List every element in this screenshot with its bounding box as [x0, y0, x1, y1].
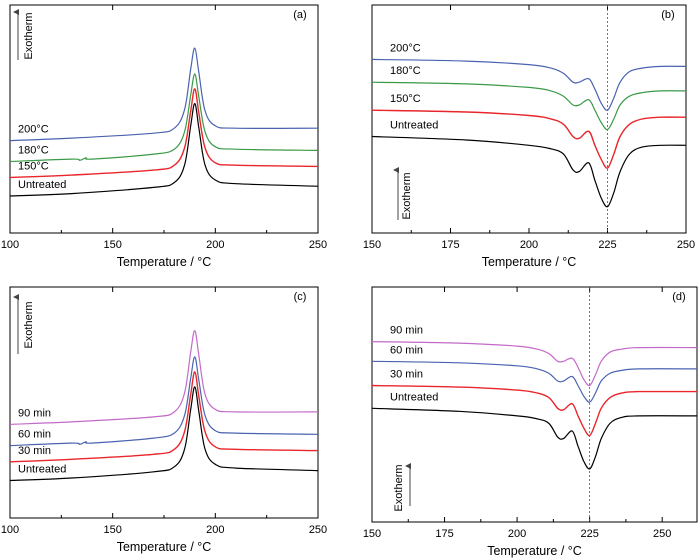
chart-panel-3: 100 150 200 250 Temperature / °C (c) Exotherm U…	[1, 286, 327, 554]
x-tick-label: 150	[103, 239, 121, 251]
series-line-2	[9, 88, 319, 179]
x-axis-label: Temperature / °C	[117, 540, 212, 554]
series-label: Untreated	[18, 179, 66, 191]
series-line-4	[371, 58, 687, 111]
x-tick-label: 200	[206, 524, 224, 536]
series-label: 180°C	[18, 145, 49, 157]
series-label: 200°C	[390, 42, 421, 54]
series-label: Untreated	[18, 464, 66, 476]
series-line-3	[9, 356, 319, 447]
plot-frame	[9, 286, 319, 519]
series-label: 90 min	[18, 407, 51, 419]
x-tick-label: 225	[598, 239, 616, 251]
series-line-4	[9, 47, 319, 142]
series-line-2	[371, 384, 698, 437]
y-axis-label: Exotherm	[393, 464, 405, 511]
chart-panel-1: 100 150 200 250 Temperature / °C (a) Exotherm U…	[1, 4, 327, 269]
x-tick-label: 100	[1, 239, 19, 251]
chart-panel-2: 150 175 200 225 250 Temperature / °C (b) Exothe…	[363, 4, 695, 269]
panel-label: (d)	[672, 291, 685, 303]
series-line-3	[9, 73, 319, 163]
x-tick-label: 250	[677, 239, 695, 251]
x-tick-label: 250	[309, 524, 327, 536]
y-axis-label: Exotherm	[401, 172, 413, 219]
series-line-1	[371, 407, 698, 470]
x-axis-label: Temperature / °C	[487, 544, 582, 558]
x-tick-label: 250	[309, 239, 327, 251]
x-tick-label: 100	[1, 524, 19, 536]
series-label: 150°C	[18, 161, 49, 173]
y-axis-label: Exotherm	[23, 301, 35, 348]
plot-frame	[9, 4, 319, 234]
x-tick-label: 225	[580, 528, 598, 540]
series-label: Untreated	[390, 391, 438, 403]
series-label: Untreated	[390, 120, 438, 132]
series-line-2	[371, 109, 687, 169]
series-line-3	[371, 360, 698, 403]
series-line-2	[9, 371, 319, 463]
x-tick-label: 200	[520, 239, 538, 251]
series-label: 30 min	[390, 369, 423, 381]
plot-frame	[371, 286, 698, 523]
x-tick-label: 200	[508, 528, 526, 540]
series-line-1	[371, 135, 687, 208]
x-axis-label: Temperature / °C	[482, 255, 577, 269]
series-line-4	[371, 341, 698, 387]
panel-label: (c)	[294, 291, 307, 303]
series-line-1	[9, 386, 319, 482]
x-tick-label: 150	[363, 239, 381, 251]
x-tick-label: 175	[441, 239, 459, 251]
series-line-4	[9, 330, 319, 425]
x-tick-label: 250	[653, 528, 671, 540]
series-label: 30 min	[18, 445, 51, 457]
x-tick-label: 175	[435, 528, 453, 540]
series-label: 180°C	[390, 65, 421, 77]
y-axis-label: Exotherm	[23, 12, 35, 59]
series-label: 150°C	[390, 93, 421, 105]
series-label: 200°C	[18, 124, 49, 136]
x-tick-label: 200	[206, 239, 224, 251]
series-label: 60 min	[390, 344, 423, 356]
series-label: 90 min	[390, 325, 423, 337]
chart-panel-4: 150 175 200 225 250 Temperature / °C (d) Exothe…	[363, 286, 698, 558]
series-line-1	[9, 102, 319, 197]
series-label: 60 min	[18, 429, 51, 441]
series-line-3	[371, 81, 687, 131]
x-tick-label: 150	[103, 524, 121, 536]
panel-label: (a)	[293, 9, 306, 21]
panel-label: (b)	[661, 9, 674, 21]
x-axis-label: Temperature / °C	[117, 255, 212, 269]
x-tick-label: 150	[363, 528, 381, 540]
